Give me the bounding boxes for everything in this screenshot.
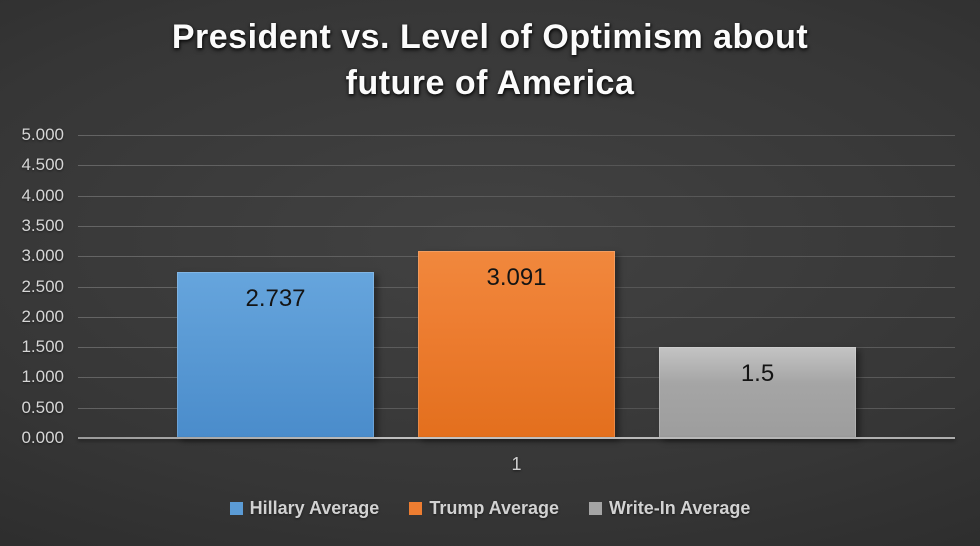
bar-data-label: 1.5 <box>740 360 775 388</box>
gridline <box>78 195 955 197</box>
y-axis-tick-label: 3.000 <box>21 246 64 266</box>
legend-label: Hillary Average <box>249 498 380 518</box>
bar-data-label: 3.091 <box>486 263 547 291</box>
legend-item-write-in-average: Write-In Average <box>589 498 750 519</box>
legend-label: Write-In Average <box>609 498 751 518</box>
legend-swatch-icon <box>589 502 603 515</box>
legend-label: Trump Average <box>429 498 560 518</box>
y-axis-tick-label: 1.500 <box>21 337 64 357</box>
y-axis-tick-label: 3.500 <box>21 215 64 235</box>
legend: Hillary Average Trump Average Write-In Ave… <box>0 498 980 519</box>
gridline <box>78 165 955 167</box>
y-axis-tick-label: 4.500 <box>21 155 64 175</box>
x-axis-category-label: 1 <box>511 454 522 474</box>
legend-item-trump-average: Trump Average <box>409 498 559 519</box>
x-axis-line <box>78 437 955 439</box>
bar-hillary-average: 2.737 <box>177 272 374 438</box>
y-axis-tick-label: 1.000 <box>21 367 64 387</box>
bar-write-in-average: 1.5 <box>659 347 856 438</box>
y-axis-tick-label: 0.000 <box>21 428 64 447</box>
bar-data-label: 2.737 <box>245 285 306 313</box>
chart-title: President vs. Level of Optimism about fu… <box>171 18 809 102</box>
gridline <box>78 225 955 227</box>
y-axis-tick-label: 5.000 <box>21 125 64 144</box>
gridline <box>78 135 955 136</box>
legend-swatch-icon <box>409 502 423 515</box>
bar-trump-average: 3.091 <box>418 250 615 438</box>
y-axis-tick-label: 2.000 <box>21 306 64 326</box>
legend-item-hillary-average: Hillary Average <box>229 498 380 519</box>
legend-swatch-icon <box>229 502 243 515</box>
y-axis-tick-label: 0.500 <box>21 397 64 417</box>
y-axis-tick-label: 2.500 <box>21 276 64 296</box>
y-axis-tick-label: 4.000 <box>21 185 64 205</box>
